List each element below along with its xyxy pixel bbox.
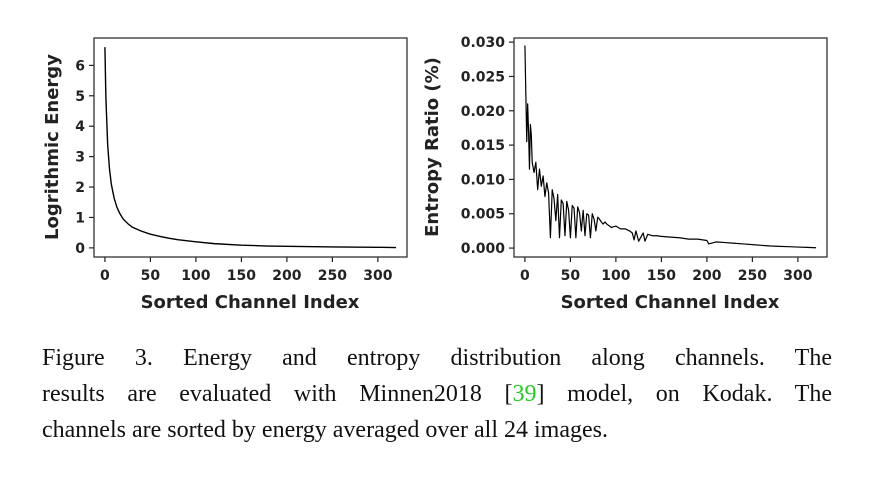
entropy-x-ticks: 0 50 100 150 200 250 300 xyxy=(520,257,813,284)
reference-link[interactable]: 39 xyxy=(512,381,537,407)
energy-y-tick-label: 5 xyxy=(75,89,85,105)
entropy-chart: 0.000 0.005 0.010 0.015 0.020 0.025 0.030 0 50 1… xyxy=(422,35,828,313)
energy-y-axis-label: Logrithmic Energy xyxy=(42,54,63,240)
entropy-y-axis-label: Entropy Ratio (%) xyxy=(422,57,443,237)
energy-x-tick-label: 200 xyxy=(272,268,301,284)
caption-line-2-suffix: ] model, on Kodak. The xyxy=(536,381,832,407)
entropy-x-tick-label: 250 xyxy=(738,268,767,284)
caption-line-1: Figure 3. Energy and entropy distributio… xyxy=(42,345,832,371)
energy-series-line xyxy=(104,47,397,249)
entropy-y-tick-label: 0.005 xyxy=(461,207,505,223)
entropy-chart-frame xyxy=(513,37,828,258)
energy-x-axis-label: Sorted Channel Index xyxy=(141,292,360,313)
energy-x-ticks: 0 50 100 150 200 250 300 xyxy=(100,257,393,284)
caption-line-3: channels are sorted by energy averaged o… xyxy=(42,417,608,443)
entropy-y-tick-label: 0.015 xyxy=(461,138,505,154)
energy-y-tick-label: 0 xyxy=(75,241,85,257)
energy-chart: 0 1 2 3 4 5 6 0 50 100 150 200 250 300 Logrithmic En… xyxy=(42,37,408,313)
figure: 0 1 2 3 4 5 6 0 50 100 150 200 250 300 Logrithmic En… xyxy=(42,35,828,313)
entropy-x-tick-label: 150 xyxy=(647,268,676,284)
energy-y-ticks: 0 1 2 3 4 5 6 xyxy=(75,58,94,257)
energy-x-tick-label: 50 xyxy=(141,268,161,284)
energy-y-tick-label: 6 xyxy=(75,58,85,74)
figure-caption: Figure 3. Energy and entropy distributio… xyxy=(42,340,832,448)
entropy-series-line xyxy=(524,45,817,249)
energy-x-tick-label: 250 xyxy=(318,268,347,284)
entropy-x-tick-label: 0 xyxy=(520,268,530,284)
energy-y-tick-label: 4 xyxy=(75,119,85,135)
entropy-y-tick-label: 0.020 xyxy=(461,104,506,120)
entropy-y-tick-label: 0.030 xyxy=(461,35,506,51)
entropy-x-tick-label: 100 xyxy=(601,268,630,284)
energy-y-tick-label: 3 xyxy=(75,150,85,166)
entropy-x-tick-label: 300 xyxy=(783,268,812,284)
energy-x-tick-label: 150 xyxy=(227,268,256,284)
entropy-y-tick-label: 0.010 xyxy=(461,172,506,188)
entropy-y-tick-label: 0.000 xyxy=(461,241,506,257)
energy-x-tick-label: 100 xyxy=(181,268,210,284)
energy-x-tick-label: 0 xyxy=(100,268,110,284)
caption-line-2-prefix: results are evaluated with Minnen2018 [ xyxy=(42,381,513,407)
caption-line-2: results are evaluated with Minnen2018 [3… xyxy=(42,376,832,412)
energy-x-tick-label: 300 xyxy=(363,268,392,284)
entropy-x-axis-label: Sorted Channel Index xyxy=(561,292,780,313)
entropy-x-tick-label: 50 xyxy=(561,268,581,284)
energy-chart-frame xyxy=(93,37,408,258)
entropy-x-tick-label: 200 xyxy=(692,268,721,284)
energy-y-tick-label: 1 xyxy=(75,210,85,226)
entropy-y-ticks: 0.000 0.005 0.010 0.015 0.020 0.025 0.030 xyxy=(461,35,514,257)
entropy-y-tick-label: 0.025 xyxy=(461,69,505,85)
energy-y-tick-label: 2 xyxy=(75,180,85,196)
